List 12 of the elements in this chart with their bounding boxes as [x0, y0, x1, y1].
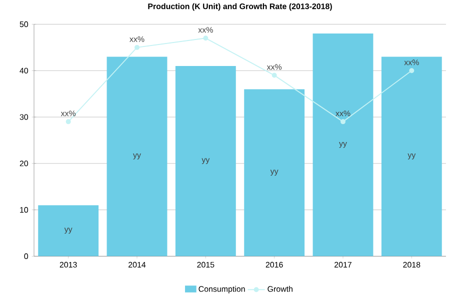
point	[340, 119, 346, 124]
point	[409, 68, 414, 74]
bar	[244, 89, 305, 256]
bar	[106, 56, 168, 256]
bar	[175, 66, 236, 256]
point	[272, 72, 277, 78]
bar	[381, 56, 442, 256]
point	[66, 119, 71, 124]
bar	[312, 33, 374, 256]
bar	[38, 205, 99, 256]
point	[203, 36, 208, 41]
point	[134, 44, 140, 50]
